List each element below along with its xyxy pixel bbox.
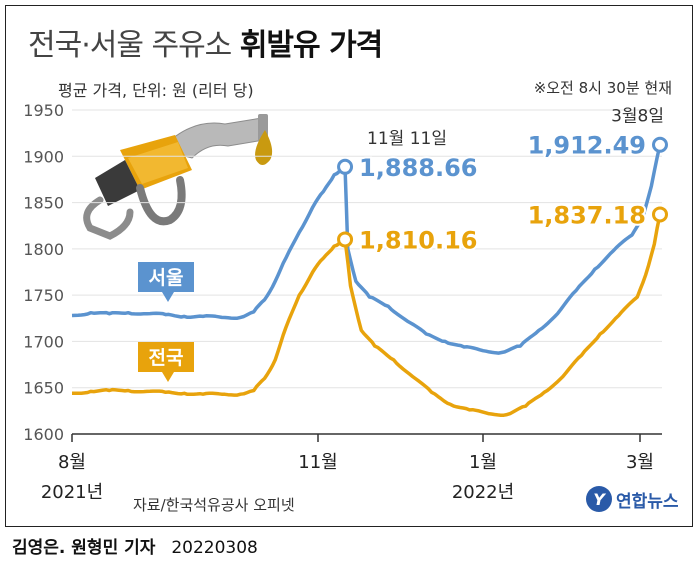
series-tag-box-0 bbox=[138, 262, 194, 302]
x-axis-ticks: 8월 2021년 11월 1월 2022년 3월 bbox=[41, 434, 654, 503]
y-tick-label-1800: 1800 bbox=[23, 240, 64, 259]
y-gridlines bbox=[72, 109, 662, 435]
marker-peak-1 bbox=[337, 231, 354, 248]
y-tick-label-1950: 1950 bbox=[23, 101, 64, 120]
marker-end-0 bbox=[652, 136, 668, 153]
y-tick-label-1700: 1700 bbox=[23, 332, 64, 351]
end-date-label-0: 3월8일 bbox=[611, 107, 664, 127]
series-line-0 bbox=[71, 144, 662, 355]
peak-value-label-1: 1,810.16 bbox=[359, 226, 477, 254]
series-line-1 bbox=[72, 214, 662, 417]
chart-title: 전국·서울 주유소 휘발유 가격 bbox=[28, 20, 383, 64]
x-tick-label-0: 8월 bbox=[58, 452, 86, 473]
y-tick-label-1750: 1750 bbox=[23, 286, 64, 305]
end-value-label-0: 1,912.49 bbox=[528, 132, 646, 160]
peak-value-label-0: 1,888.66 bbox=[359, 154, 477, 182]
series-tag-box-1 bbox=[138, 342, 194, 382]
value-labels: 1,888.66 1,912.49 11월 11일 3월8일 1,810.16 1,837… bbox=[357, 107, 664, 257]
x-tick-sublabel-2: 2022년 bbox=[452, 482, 514, 503]
reporter-names: 김영은. 원형민 기자 bbox=[12, 538, 156, 558]
y-axis-ticks: 1600 1650 1700 1750 1800 1850 1900 1950 bbox=[23, 101, 64, 444]
y-tick-label-1600: 1600 bbox=[23, 425, 64, 444]
series-markers bbox=[337, 136, 668, 248]
yonhap-logo: Y 연합뉴스 bbox=[586, 486, 679, 512]
marker-end-1 bbox=[652, 206, 668, 223]
x-tick-label-3: 3월 bbox=[626, 452, 654, 473]
source-note: 자료/한국석유공사 오피넷 bbox=[133, 496, 295, 514]
y-tick-label-1850: 1850 bbox=[23, 194, 64, 213]
time-note: ※오전 8시 30분 현재 bbox=[533, 79, 672, 97]
x-tick-label-1: 11월 bbox=[298, 452, 337, 473]
title-regular: 전국·서울 주유소 bbox=[28, 28, 232, 63]
yonhap-logo-text: 연합뉴스 bbox=[616, 491, 679, 512]
peak-date-label-0: 11월 11일 bbox=[367, 129, 447, 149]
credit-line: 김영은. 원형민 기자 20220308 bbox=[12, 533, 258, 558]
yonhap-logo-icon: Y bbox=[586, 486, 612, 512]
series-lines bbox=[71, 144, 662, 417]
y-tick-label-1900: 1900 bbox=[23, 147, 64, 166]
y-tick-label-1650: 1650 bbox=[23, 379, 64, 398]
publish-date: 20220308 bbox=[171, 538, 258, 558]
x-tick-label-2: 1월 bbox=[469, 452, 497, 473]
end-value-label-1: 1,837.18 bbox=[528, 201, 646, 229]
title-emphasis: 휘발유 가격 bbox=[239, 28, 383, 63]
x-tick-sublabel-0: 2021년 bbox=[41, 482, 103, 503]
chart-subtitle: 평균 가격, 단위: 원 (리터 당) bbox=[58, 81, 254, 100]
series-tag-label-0: 서울 bbox=[149, 267, 184, 289]
series-tag-label-1: 전국 bbox=[149, 347, 184, 369]
marker-peak-0 bbox=[337, 158, 354, 175]
fuel-nozzle-icon bbox=[83, 114, 273, 240]
